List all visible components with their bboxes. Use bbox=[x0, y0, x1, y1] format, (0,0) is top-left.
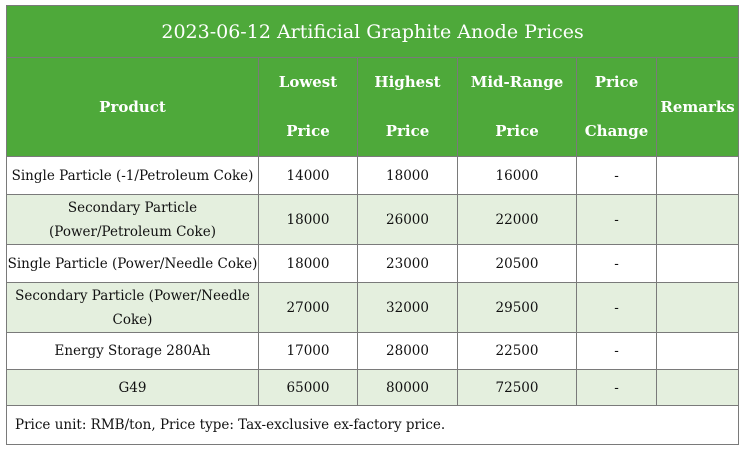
cell-change: - bbox=[576, 244, 657, 283]
header-highest-line2: Price bbox=[385, 122, 430, 140]
cell-lowest: 17000 bbox=[258, 332, 358, 370]
table-row: Single Particle (-1/Petroleum Coke) 1400… bbox=[6, 156, 740, 195]
cell-lowest: 27000 bbox=[258, 282, 358, 333]
header-highest-price: Highest Price bbox=[357, 57, 458, 157]
cell-lowest: 18000 bbox=[258, 244, 358, 283]
header-change-line1: Price bbox=[594, 73, 639, 91]
cell-product: Energy Storage 280Ah bbox=[6, 332, 259, 370]
cell-change: - bbox=[576, 369, 657, 406]
table-row: Single Particle (Power/Needle Coke) 1800… bbox=[6, 244, 740, 283]
cell-remarks bbox=[655, 156, 740, 195]
cell-lowest: 65000 bbox=[258, 369, 358, 406]
cell-mid: 16000 bbox=[457, 156, 577, 195]
header-mid-line2: Price bbox=[495, 122, 539, 140]
cell-change: - bbox=[576, 282, 657, 333]
header-remarks: Remarks bbox=[655, 57, 740, 157]
cell-remarks bbox=[655, 332, 740, 370]
cell-highest: 23000 bbox=[357, 244, 458, 283]
header-product: Product bbox=[6, 57, 259, 157]
cell-highest: 32000 bbox=[357, 282, 458, 333]
footnote: Price unit: RMB/ton, Price type: Tax-exc… bbox=[5, 405, 740, 445]
cell-highest: 28000 bbox=[357, 332, 458, 370]
table-row: Energy Storage 280Ah 17000 28000 22500 - bbox=[6, 332, 740, 370]
cell-mid: 29500 bbox=[457, 282, 577, 333]
cell-change: - bbox=[576, 332, 657, 370]
cell-remarks bbox=[655, 282, 740, 333]
cell-remarks bbox=[655, 369, 740, 406]
cell-highest: 26000 bbox=[357, 194, 458, 245]
table-row: G49 65000 80000 72500 - bbox=[6, 369, 740, 406]
cell-mid: 22500 bbox=[457, 332, 577, 370]
header-row: Product Lowest Price Highest Price Mid-R… bbox=[6, 57, 740, 157]
price-table: 2023-06-12 Artificial Graphite Anode Pri… bbox=[5, 5, 740, 445]
header-lowest-line1: Lowest bbox=[278, 73, 338, 91]
cell-remarks bbox=[655, 194, 740, 245]
cell-lowest: 14000 bbox=[258, 156, 358, 195]
cell-highest: 18000 bbox=[357, 156, 458, 195]
header-lowest-price: Lowest Price bbox=[258, 57, 358, 157]
cell-product: Single Particle (Power/Needle Coke) bbox=[6, 244, 259, 283]
cell-mid: 22000 bbox=[457, 194, 577, 245]
cell-highest: 80000 bbox=[357, 369, 458, 406]
cell-change: - bbox=[576, 156, 657, 195]
cell-remarks bbox=[655, 244, 740, 283]
cell-product: Single Particle (-1/Petroleum Coke) bbox=[6, 156, 259, 195]
cell-mid: 72500 bbox=[457, 369, 577, 406]
cell-mid: 20500 bbox=[457, 244, 577, 283]
header-highest-line1: Highest bbox=[374, 73, 441, 91]
header-mid-range-price: Mid-Range Price bbox=[457, 57, 577, 157]
table-row: Secondary Particle (Power/Needle Coke) 2… bbox=[6, 282, 740, 333]
cell-product: G49 bbox=[6, 369, 259, 406]
table-row: Secondary Particle (Power/Petroleum Coke… bbox=[6, 194, 740, 245]
header-change-line2: Change bbox=[584, 122, 649, 140]
table-title: 2023-06-12 Artificial Graphite Anode Pri… bbox=[5, 5, 740, 58]
footnote-row: Price unit: RMB/ton, Price type: Tax-exc… bbox=[5, 405, 740, 445]
cell-change: - bbox=[576, 194, 657, 245]
header-price-change: Price Change bbox=[576, 57, 657, 157]
cell-product: Secondary Particle (Power/Petroleum Coke… bbox=[6, 194, 259, 245]
cell-product: Secondary Particle (Power/Needle Coke) bbox=[6, 282, 259, 333]
header-lowest-line2: Price bbox=[286, 122, 330, 140]
cell-lowest: 18000 bbox=[258, 194, 358, 245]
header-mid-line1: Mid-Range bbox=[470, 73, 564, 91]
price-table-container: 2023-06-12 Artificial Graphite Anode Pri… bbox=[5, 5, 740, 445]
